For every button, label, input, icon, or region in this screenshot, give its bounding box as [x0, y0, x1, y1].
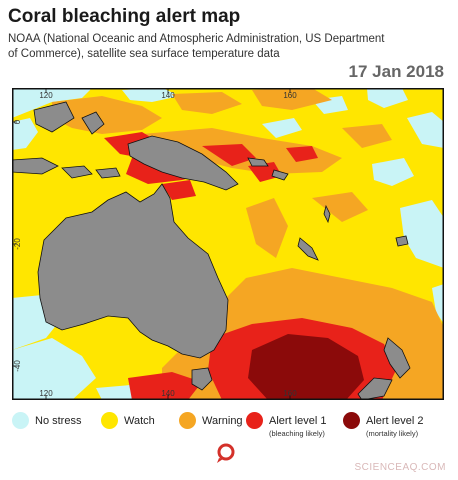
legend-swatch-watch — [101, 412, 118, 429]
alert-level-1-note: (bleaching likely) — [269, 429, 325, 438]
legend-label-alert-level-2: Alert level 2 (mortality likely) — [366, 414, 423, 439]
map-date: 17 Jan 2018 — [348, 62, 444, 81]
new-zealand-south-island — [357, 377, 393, 400]
legend-label-alert-level-1: Alert level 1 (bleaching likely) — [269, 414, 326, 439]
lat-ticks-left — [12, 121, 17, 367]
alert-level-1-label: Alert level 1 — [269, 415, 327, 427]
bleaching-map: 120 140 160 120 140 160 0 -20 -40 — [12, 88, 444, 400]
legend-swatch-no-stress — [12, 412, 29, 429]
new-zealand-north-island — [383, 337, 411, 379]
lon-tick-label-140-bottom: 140 — [161, 389, 175, 398]
no-stress-areas — [12, 88, 444, 400]
new-caledonia-island — [297, 237, 319, 261]
legend: No stress Watch Warning Alert level 1 (b… — [0, 412, 458, 446]
map-title: Coral bleaching alert map — [8, 6, 241, 27]
lat-tick-label-0: 0 — [13, 119, 22, 124]
lat-tick-label-minus-40: -40 — [13, 360, 22, 372]
legend-item-watch: Watch — [101, 412, 155, 429]
legend-item-alert-level-1: Alert level 1 (bleaching likely) — [246, 412, 326, 439]
new-guinea-island — [127, 135, 239, 191]
lon-tick-label-140-top: 140 — [161, 91, 175, 100]
lon-ticks-bottom — [45, 395, 291, 400]
tasmania-island — [191, 367, 213, 391]
legend-label-warning: Warning — [202, 415, 243, 427]
lat-tick-label-minus-20: -20 — [13, 238, 22, 250]
legend-label-watch: Watch — [124, 415, 155, 427]
legend-label-no-stress: No stress — [35, 415, 82, 427]
legend-swatch-warning — [179, 412, 196, 429]
alert-level-2-label: Alert level 2 — [366, 415, 424, 427]
legend-item-warning: Warning — [179, 412, 243, 429]
legend-swatch-alert-level-1 — [246, 412, 263, 429]
lon-ticks-top — [45, 88, 291, 93]
map-canvas: 120 140 160 120 140 160 0 -20 -40 — [12, 88, 444, 400]
lon-tick-label-160-top: 160 — [283, 91, 297, 100]
legend-item-alert-level-2: Alert level 2 (mortality likely) — [343, 412, 423, 439]
map-subtitle: NOAA (National Oceanic and Atmospheric A… — [8, 33, 385, 60]
land-masses — [12, 101, 411, 400]
alert-level-2-note: (mortality likely) — [366, 429, 419, 438]
publisher-logo-icon — [217, 443, 235, 463]
legend-swatch-alert-level-2 — [343, 412, 360, 429]
lon-tick-label-160-bottom: 160 — [283, 389, 297, 398]
legend-item-no-stress: No stress — [12, 412, 81, 429]
lon-tick-label-120-top: 120 — [39, 91, 53, 100]
australia-landmass — [37, 183, 229, 359]
source-credit: SCIENCEAQ.COM — [354, 462, 446, 473]
lon-tick-label-120-bottom: 120 — [39, 389, 53, 398]
